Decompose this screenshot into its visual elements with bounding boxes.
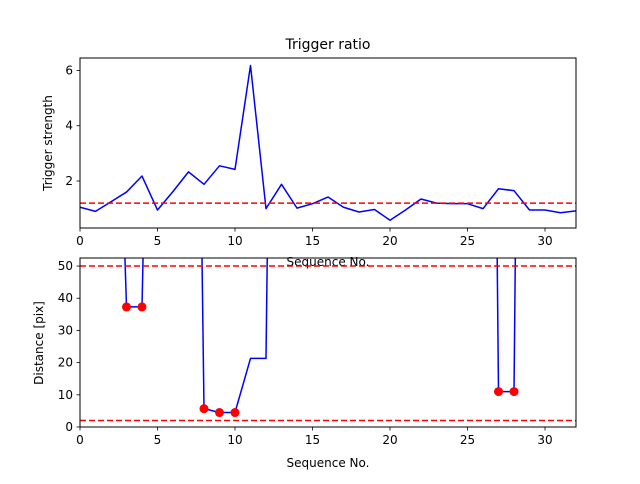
- data-point-marker: [215, 408, 224, 418]
- y-tick-label: 20: [58, 356, 73, 370]
- x-tick-label: 20: [382, 433, 397, 447]
- y-tick-label: 40: [58, 291, 73, 305]
- trigger-ratio-chart: Trigger ratio Trigger strength Sequence …: [41, 37, 577, 269]
- data-point-marker: [137, 302, 147, 312]
- x-tick-label: 5: [154, 433, 162, 447]
- x-tick-label: 5: [154, 234, 162, 248]
- x-tick-label: 25: [460, 433, 475, 447]
- y-tick-label: 6: [65, 63, 73, 77]
- x-tick-label: 25: [460, 234, 475, 248]
- y-tick-label: 30: [58, 323, 73, 337]
- distance-chart: Distance [pix] Sequence No. 0 5 10 15 20 25 30…: [32, 257, 577, 470]
- data-point-marker: [122, 302, 131, 312]
- data-point-marker: [230, 408, 240, 418]
- x-tick-label: 0: [76, 433, 84, 447]
- axes-frame: [79, 57, 577, 229]
- y-tick-label: 2: [65, 174, 73, 188]
- x-tick-label: 30: [537, 234, 552, 248]
- plot-area: [80, 258, 576, 422]
- series-line-1: [496, 258, 517, 393]
- y-axis-label: Trigger strength: [41, 95, 55, 192]
- x-tick-label: 0: [76, 234, 84, 248]
- y-axis-label: Distance [pix]: [32, 301, 46, 385]
- x-tick-label: 20: [382, 234, 397, 248]
- x-tick-label: 15: [305, 234, 320, 248]
- data-point-marker: [494, 387, 503, 397]
- x-axis-label: Sequence No.: [287, 456, 370, 470]
- x-tick-label: 30: [537, 433, 552, 447]
- axes-frame: [79, 257, 577, 428]
- y-tick-label: 0: [65, 420, 73, 434]
- y-tick-label: 4: [65, 119, 73, 133]
- data-point-marker: [199, 404, 209, 414]
- y-tick-label: 10: [58, 388, 73, 402]
- x-tick-label: 10: [227, 433, 242, 447]
- plot-area: [80, 64, 576, 222]
- x-tick-label: 15: [305, 433, 320, 447]
- x-axis-label: Sequence No.: [287, 255, 370, 269]
- y-tick-label: 50: [58, 259, 73, 273]
- x-tick-label: 10: [227, 234, 242, 248]
- chart-title: Trigger ratio: [284, 37, 370, 53]
- data-point-marker: [509, 387, 519, 397]
